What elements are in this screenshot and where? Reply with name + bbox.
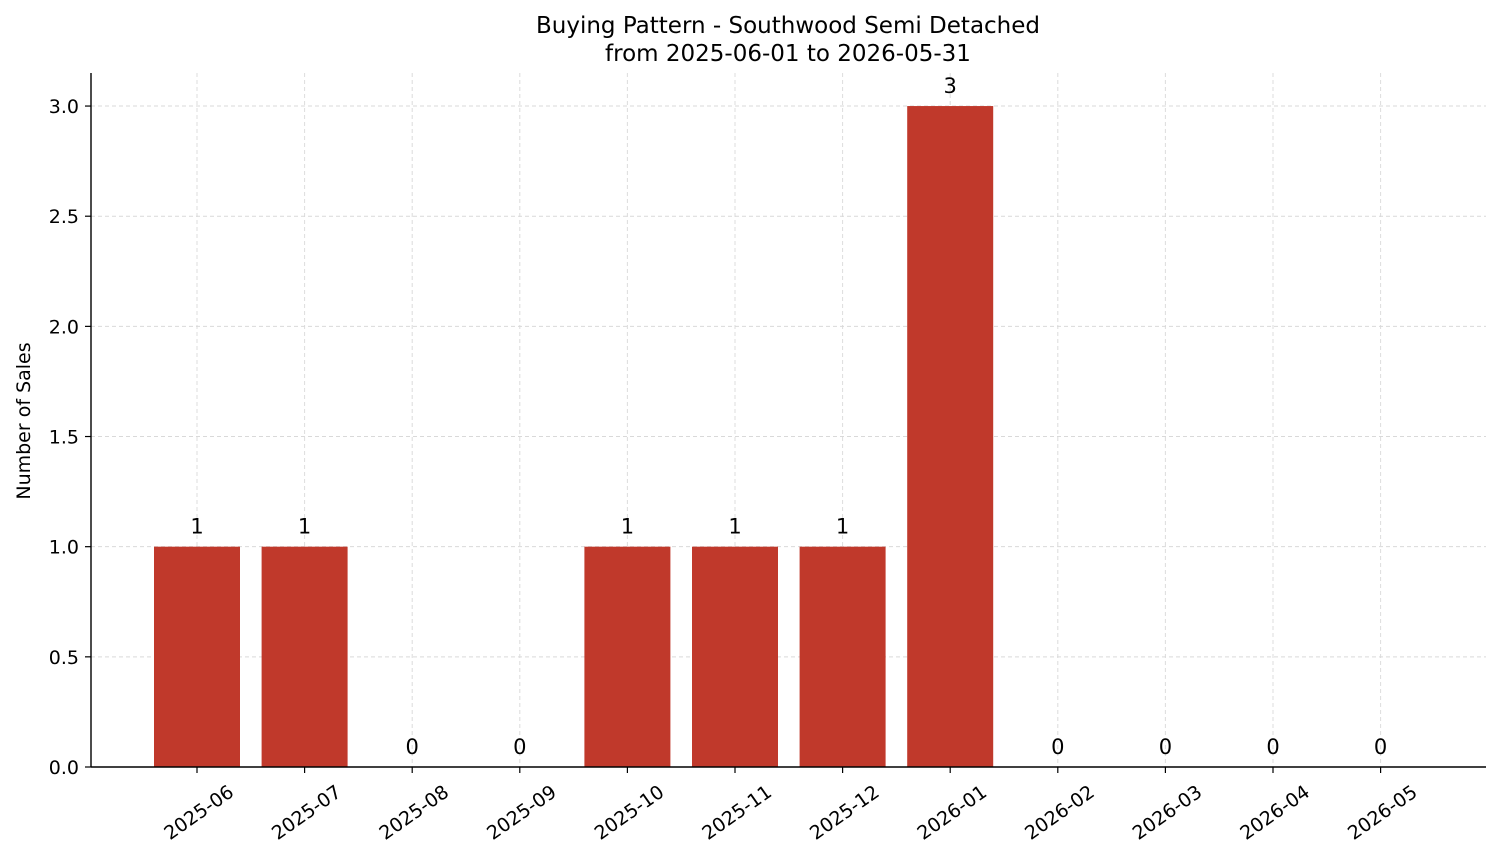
chart-subtitle: from 2025-06-01 to 2026-05-31 [605, 41, 971, 67]
data-label: 0 [1266, 735, 1279, 759]
x-tick-label: 2025-09 [483, 781, 561, 845]
x-tick-label: 2025-11 [698, 781, 776, 845]
y-tick-label: 0.0 [49, 757, 79, 779]
chart-title: Buying Pattern - Southwood Semi Detached [536, 13, 1040, 39]
x-tick-label: 2025-07 [268, 781, 346, 845]
bar-2025-12 [799, 546, 886, 767]
x-tick-label: 2026-04 [1236, 781, 1314, 845]
data-label: 1 [836, 515, 849, 539]
y-tick-label: 2.0 [49, 316, 79, 338]
x-tick-label: 2026-05 [1344, 781, 1422, 845]
x-tick-label: 2025-10 [591, 781, 669, 845]
data-label: 0 [1159, 735, 1172, 759]
bars [154, 106, 994, 768]
x-tick-label: 2026-01 [913, 781, 991, 845]
bar-2025-07 [261, 546, 348, 767]
x-tick-label: 2025-06 [160, 781, 238, 845]
data-label: 0 [1374, 735, 1387, 759]
x-tick-label: 2025-12 [806, 781, 884, 845]
bar-2025-11 [692, 546, 778, 767]
grid-lines [91, 73, 1486, 768]
y-tick-label: 0.5 [49, 647, 79, 669]
data-label: 1 [621, 515, 634, 539]
y-tick-label: 1.5 [49, 427, 79, 449]
data-label: 0 [513, 735, 526, 759]
data-label: 0 [406, 735, 419, 759]
bar-2025-06 [154, 546, 240, 767]
x-tick-label: 2026-03 [1129, 781, 1207, 845]
bar-2025-10 [584, 546, 671, 767]
x-tick-label: 2025-08 [375, 781, 453, 845]
bar-2026-01 [907, 106, 994, 768]
data-label: 0 [1051, 735, 1064, 759]
data-label: 1 [298, 515, 311, 539]
data-label: 1 [190, 515, 203, 539]
data-label: 1 [728, 515, 741, 539]
y-tick-label: 2.5 [49, 206, 79, 228]
data-label: 3 [944, 74, 957, 98]
y-tick-label: 3.0 [49, 96, 79, 118]
axes [85, 73, 1486, 773]
x-tick-label: 2026-02 [1021, 781, 1099, 845]
y-tick-label: 1.0 [49, 537, 79, 559]
y-axis-label: Number of Sales [13, 342, 35, 499]
